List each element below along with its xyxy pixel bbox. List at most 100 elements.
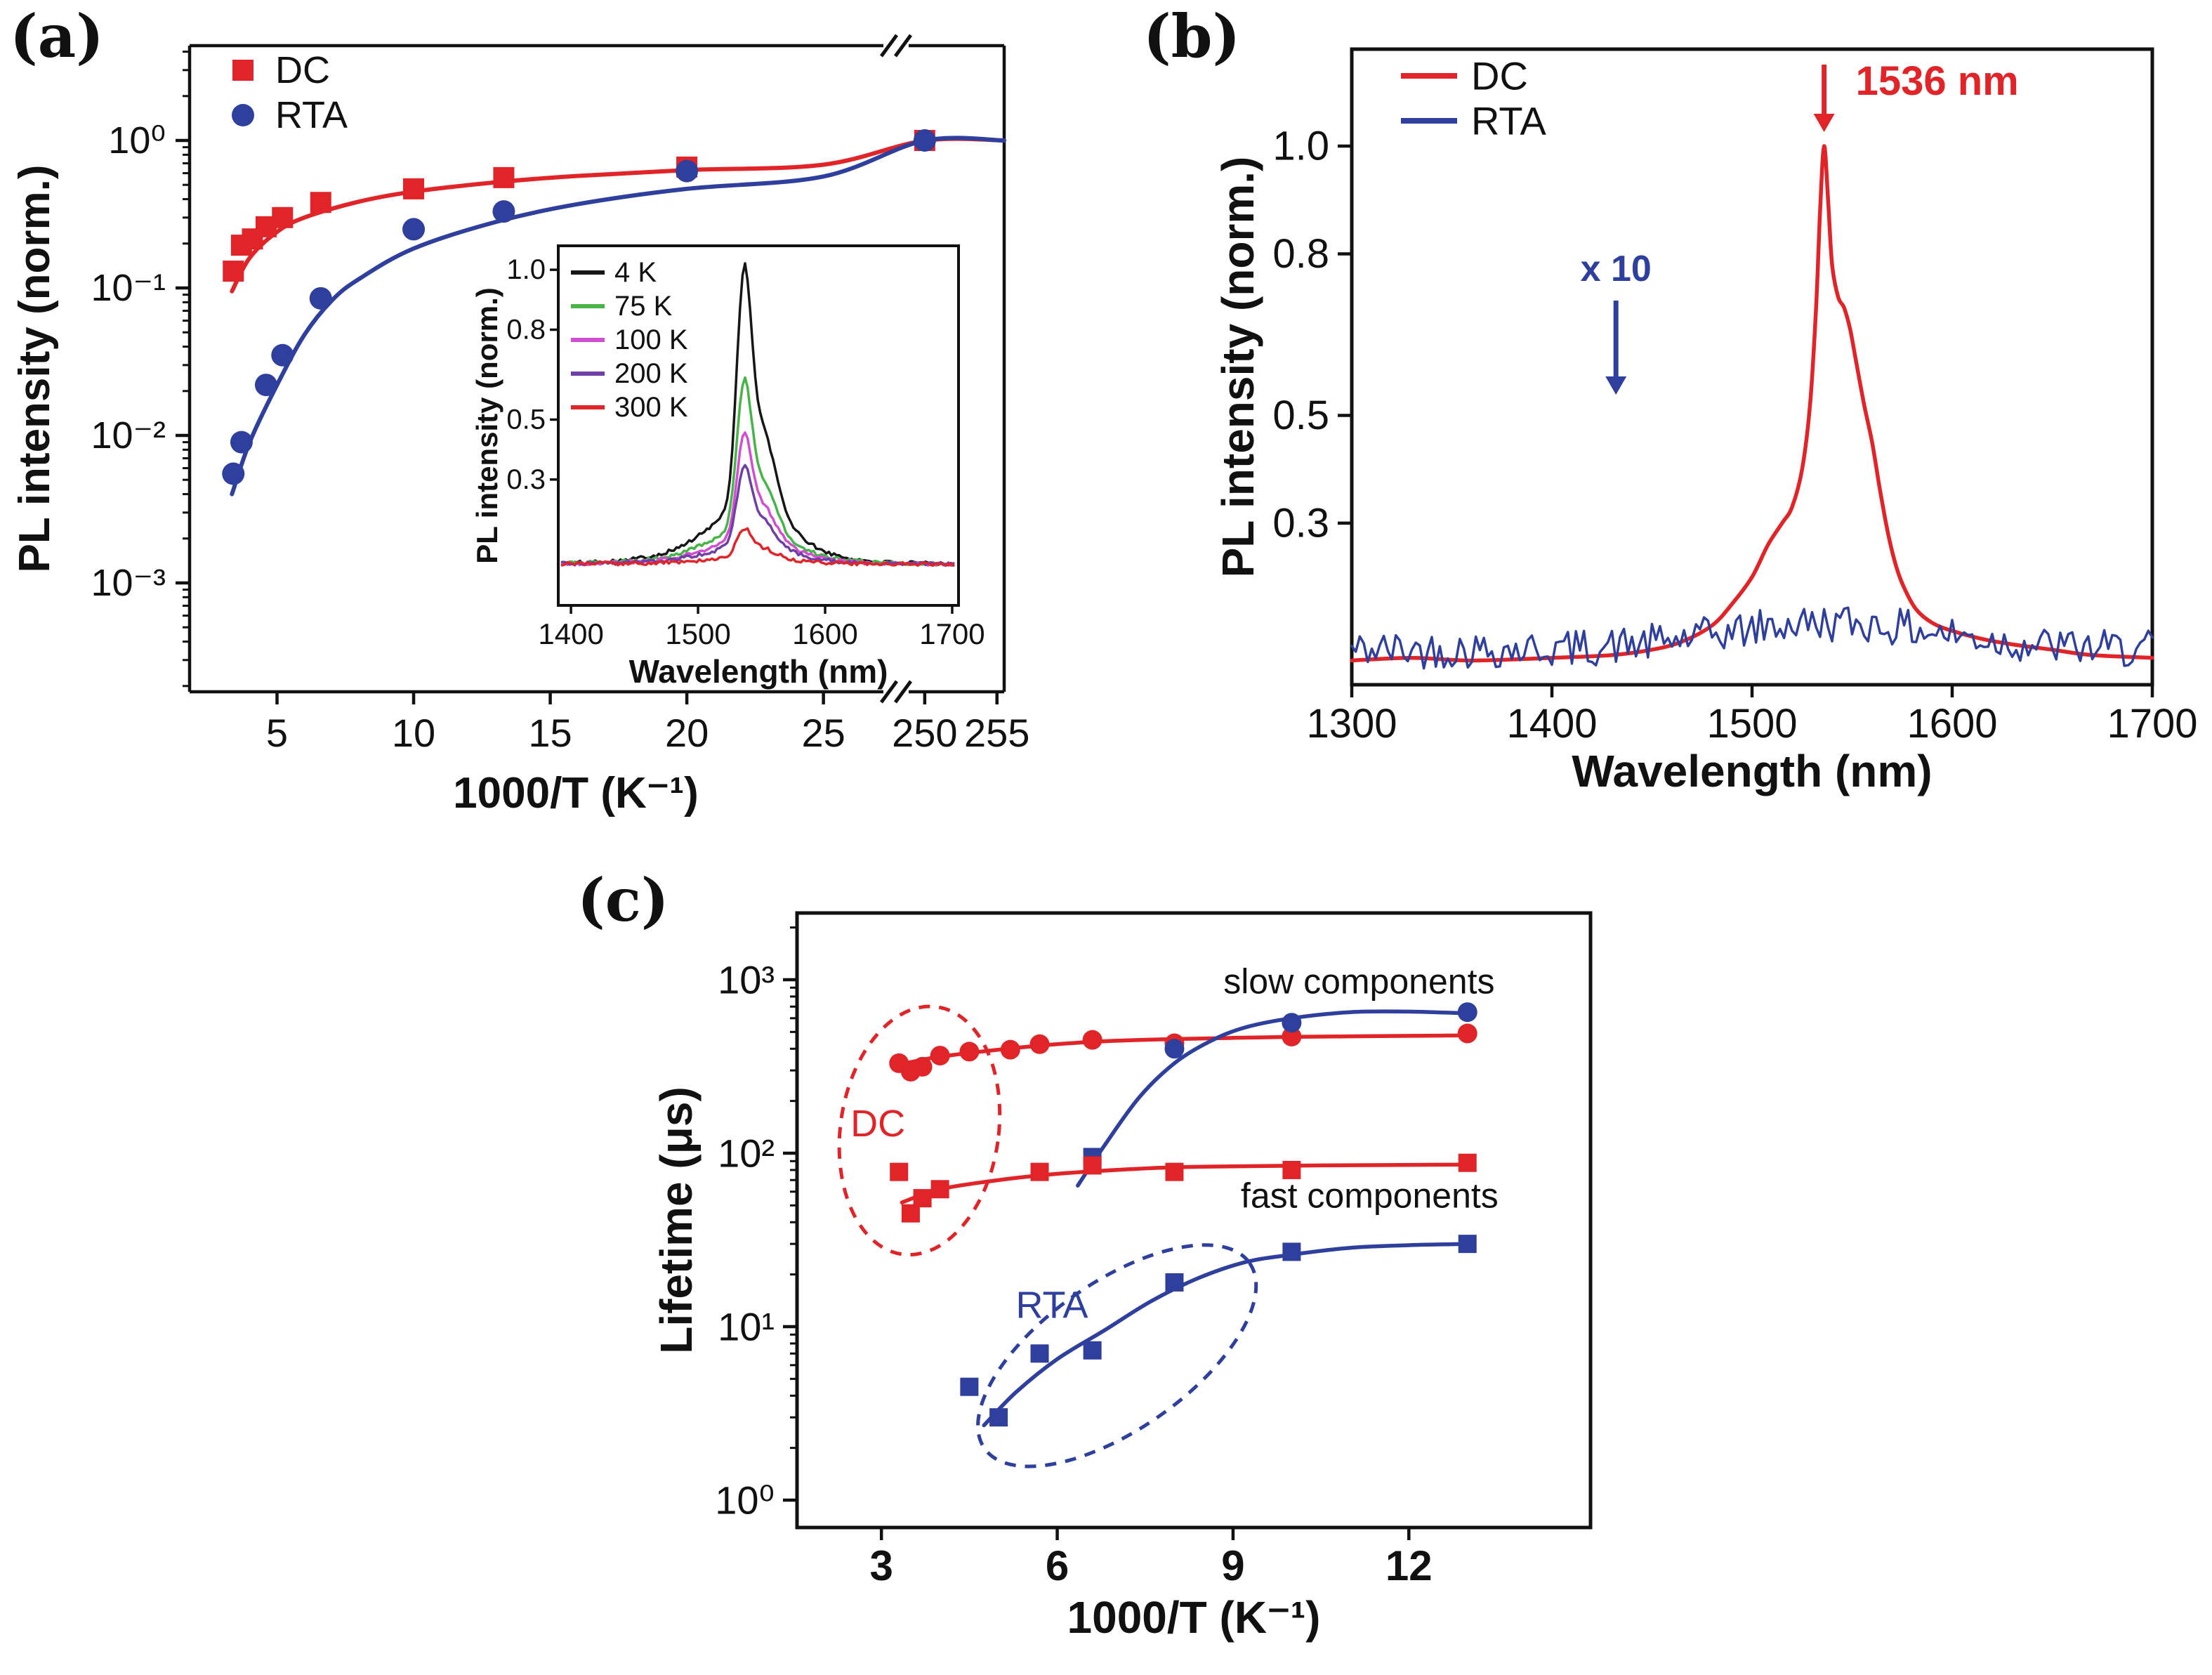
point-RTA [254,374,277,397]
chart-panel-c: 3 6 9 12 10⁰ 10¹ 10² 10³ 1000/T (K⁻¹) Lifetime (μ… [651,911,1593,1643]
x-tick-label: 255 [964,711,1029,755]
legend-label-RTA: RTA [275,94,348,136]
x-tick-label: 1400 [1506,701,1597,747]
x-tick-label: 15 [528,711,572,755]
point-DC fast [1282,1160,1301,1179]
panel-b-letter: (b) [1143,1,1241,71]
x-axis-label: 1000/T (K⁻¹) [453,769,699,817]
axis-break-mark [893,680,913,704]
point-DC slow [959,1042,980,1062]
point-DC slow [912,1056,933,1077]
point-DC slow [1029,1034,1050,1054]
point-RTA [402,218,426,241]
inset-frame [557,244,960,607]
group-label-1: fast components [1241,1176,1499,1215]
inset-y-tick-label: 0.3 [506,464,546,495]
x-tick-label: 5 [266,711,288,755]
x-tick-label: 6 [1046,1542,1069,1589]
point-RTA fast [1165,1273,1184,1292]
axis-break-mark [893,34,913,58]
fit-line-RTA slow [1076,1009,1470,1188]
y-axis-label: PL intensity (norm.) [11,164,59,572]
panel-c-letter: (c) [577,865,669,935]
point-DC [310,192,331,214]
point-RTA [230,431,253,454]
group-ellipse-label-DC: DC [850,1103,905,1145]
point-RTA slow [1164,1039,1185,1059]
point-DC [493,166,515,188]
y-tick-label: 10⁻³ [91,562,166,604]
x-tick-label: 20 [665,711,709,755]
x-axis-label: 1000/T (K⁻¹) [1067,1592,1321,1643]
legend-marker-DC [232,60,254,81]
point-DC fast [913,1189,932,1208]
point-DC fast [1458,1153,1477,1172]
axis-break-mark [879,680,899,704]
legend-marker-RTA [232,104,254,126]
x-tick-label: 250 [892,711,957,755]
point-RTA [271,343,294,367]
inset-x-axis-label: Wavelength (nm) [629,653,888,690]
group-label-0: slow components [1223,962,1494,1001]
peak-wavelength-annotation: 1536 nm [1856,58,2019,104]
point-DC [272,206,294,228]
x-tick-label: 1500 [1706,701,1797,747]
fit-line-DC fast [900,1162,1470,1204]
peak-arrow-head [1813,114,1835,132]
point-DC [403,178,425,199]
fit-line-RTA [230,136,1006,497]
legend-label-RTA: RTA [1471,99,1546,143]
inset-x-tick-label: 1700 [919,617,985,650]
x-tick-label: 10 [392,711,435,755]
point-DC fast [1165,1162,1184,1181]
frame [1350,47,2154,687]
scale-arrow-head [1605,376,1627,395]
x-tick-label: 1300 [1306,701,1397,747]
inset-legend-label-300 K: 300 K [614,392,688,423]
point-RTA [913,129,936,152]
point-RTA [492,200,515,223]
frame [795,911,1593,1530]
point-RTA fast [1282,1242,1301,1261]
y-axis-label: Lifetime (μs) [651,1086,702,1354]
inset-curve-200 K [560,464,955,567]
curve-DC [1350,144,2154,663]
inset-y-tick-label: 0.5 [506,404,546,435]
x-tick-label: 25 [801,711,845,755]
inset-legend-label-75 K: 75 K [614,291,673,322]
x-tick-label: 9 [1221,1542,1244,1589]
y-tick-label: 10¹ [718,1305,775,1349]
y-tick-label: 10⁻¹ [91,267,166,309]
inset-x-tick-label: 1500 [665,617,730,650]
point-RTA fast [960,1377,979,1396]
y-tick-label: 10⁰ [715,1478,775,1523]
x-tick-label: 12 [1385,1542,1433,1589]
y-tick-label: 1.0 [1272,124,1329,169]
group-ellipse-RTA [976,1243,1258,1469]
inset-y-axis-label: PL intensity (norm.) [470,287,503,564]
point-DC slow [1082,1030,1102,1050]
point-RTA fast [1083,1341,1102,1360]
x-tick-label: 1600 [1907,701,1997,747]
inset-x-tick-label: 1400 [538,617,603,650]
point-RTA slow [1457,1002,1477,1023]
y-tick-label: 10⁻² [91,414,166,456]
x-axis-label: Wavelength (nm) [1572,746,1932,796]
y-tick-label: 0.3 [1272,500,1329,546]
inset-legend-label-100 K: 100 K [614,324,688,355]
y-axis-label: PL intensity (norm.) [1213,157,1263,578]
point-RTA [222,462,245,485]
point-DC slow [930,1046,950,1066]
x-tick-label: 3 [869,1542,893,1589]
point-RTA [676,159,699,183]
legend-label-DC: DC [275,49,330,91]
point-DC fast [1030,1162,1049,1181]
point-RTA slow [1282,1013,1302,1033]
point-DC slow [1457,1023,1477,1044]
inset-legend-label-200 K: 200 K [614,358,688,389]
axis-break-mark [879,34,899,58]
inset-legend-label-4 K: 4 K [614,257,657,288]
point-DC fast [1083,1156,1102,1175]
curve-RTA [1350,606,2154,670]
